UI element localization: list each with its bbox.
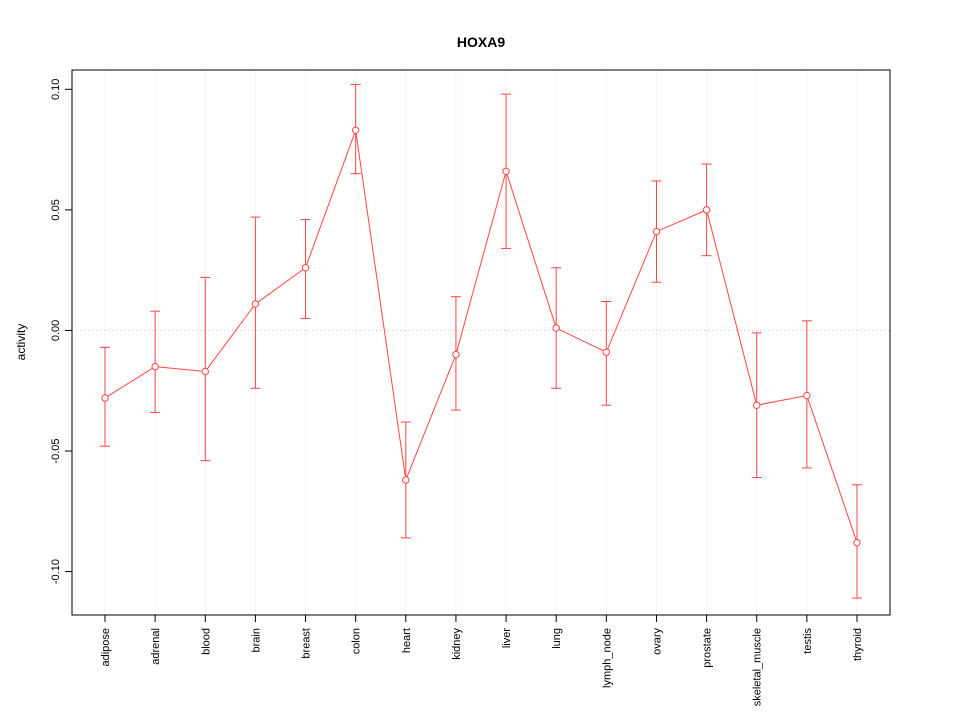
data-point [753, 401, 761, 409]
y-tick-label: -0.05 [50, 438, 62, 463]
x-tick-label: thyroid [852, 628, 864, 661]
x-tick-label: kidney [451, 628, 463, 660]
y-tick-label: 0.05 [50, 199, 62, 220]
data-point [351, 126, 360, 134]
x-tick-label: blood [200, 628, 212, 655]
data-point [552, 324, 560, 332]
data-point [702, 206, 711, 214]
x-tick-label: ovary [651, 628, 663, 655]
x-tick-label: brain [250, 628, 262, 652]
chart-title: HOXA9 [457, 34, 505, 50]
plot-area: -0.10 -0.05 0.00 0.05 0.10 adipose adrenal bloo… [50, 69, 891, 706]
x-tick-label: heart [401, 628, 413, 653]
data-point [502, 167, 510, 175]
x-tick-label: breast [301, 628, 313, 659]
x-tick-label: adrenal [150, 628, 162, 665]
data-point [452, 350, 460, 359]
x-tick-label: prostate [702, 628, 714, 668]
data-point [803, 391, 811, 400]
data-point [402, 476, 410, 484]
data-point [853, 538, 861, 547]
series-line [104, 130, 858, 543]
x-tick-label: lymph_node [601, 628, 613, 688]
data-point [652, 227, 661, 236]
x-tick-label: colon [351, 628, 363, 654]
x-tick-label: adipose [100, 628, 112, 667]
data-point [151, 362, 159, 371]
y-tick-label: -0.10 [50, 559, 62, 584]
data-point [602, 348, 611, 356]
x-tick-label: liver [501, 628, 513, 649]
x-tick-label: skeletal_muscle [752, 628, 764, 706]
y-tick-label: 0.00 [50, 320, 62, 341]
y-tick-label: 0.10 [50, 79, 62, 100]
data-point [251, 300, 260, 308]
data-point [301, 264, 310, 272]
data-point [101, 394, 109, 402]
plot-border [71, 69, 891, 616]
x-tick-label: lung [551, 628, 563, 649]
y-axis-label: activity [14, 324, 28, 361]
x-tick-label: testis [802, 628, 814, 654]
data-point [201, 367, 209, 376]
